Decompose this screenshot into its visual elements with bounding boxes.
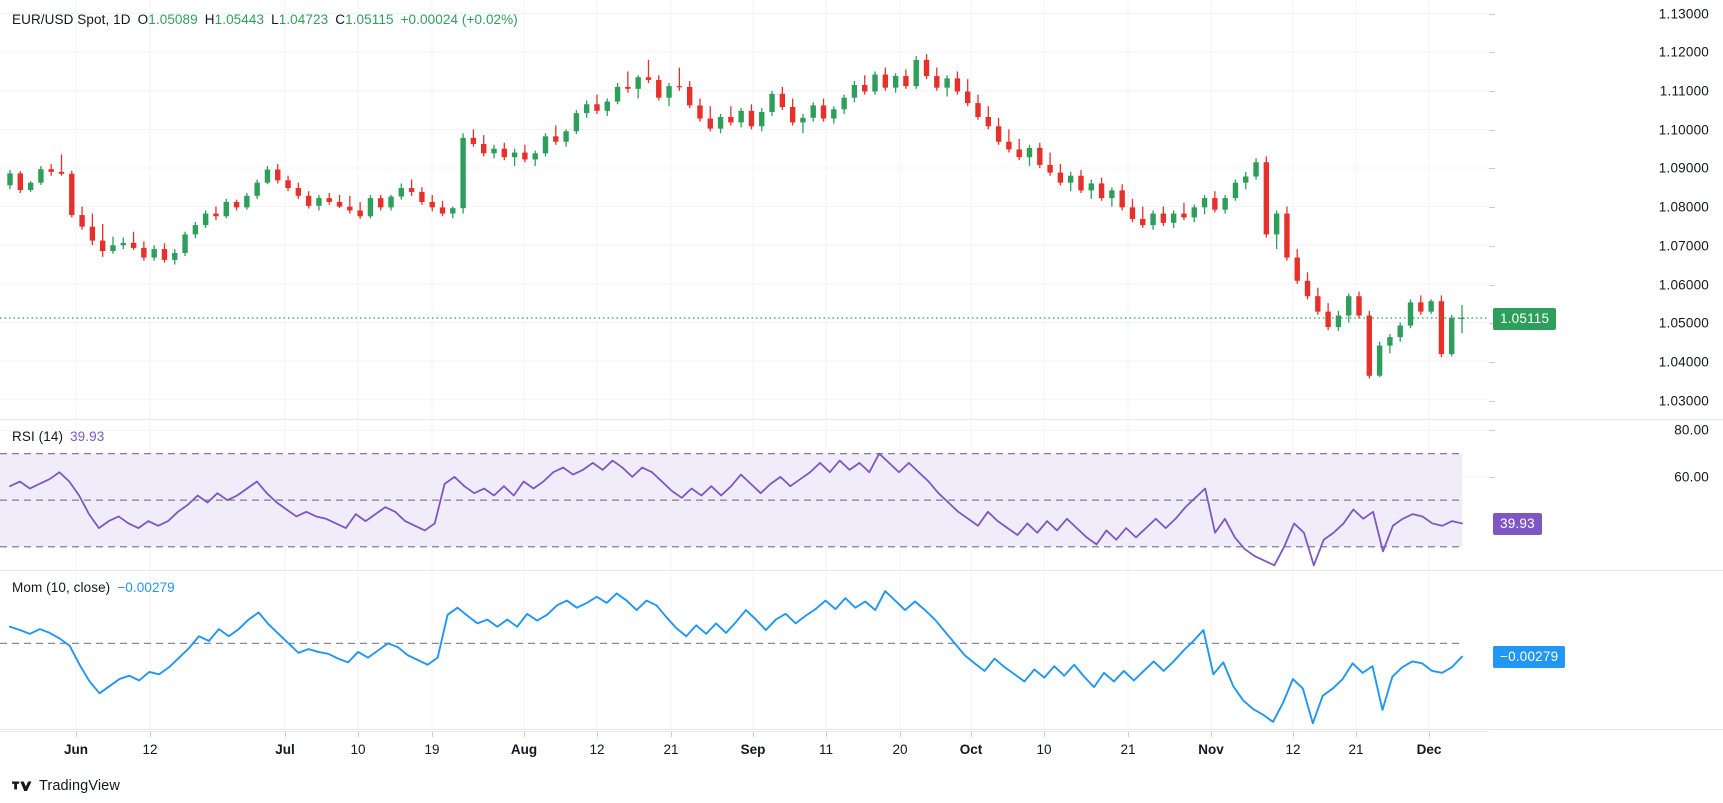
time-axis-label-jul-2: Jul xyxy=(275,742,295,757)
time-axis-label-12-1: 12 xyxy=(142,742,158,757)
axis-tick xyxy=(1489,400,1495,402)
time-axis-tick xyxy=(900,732,901,737)
rsi-pane[interactable]: RSI (14) 39.93 xyxy=(0,421,1489,571)
rsi-value: 39.93 xyxy=(70,429,105,444)
close-value: 1.05115 xyxy=(345,12,394,27)
rsi-legend: RSI (14) 39.93 xyxy=(12,429,104,445)
price-axis-tick-1-07000: 1.07000 xyxy=(1658,238,1709,254)
momentum-value: −0.00279 xyxy=(117,580,175,595)
tradingview-wordmark: TradingView xyxy=(39,778,120,794)
axis-tick xyxy=(1489,207,1495,209)
time-axis-label-jun-0: Jun xyxy=(63,742,89,757)
momentum-plot xyxy=(0,572,1463,729)
open-key: O xyxy=(137,12,149,27)
axis-tick xyxy=(1489,323,1495,325)
rsi-value-badge[interactable]: 39.93 xyxy=(1493,513,1542,536)
time-axis[interactable]: Jun 12 Jul 10 19 Aug 12 21 Sep 11 20 Oct 10 21 Nov 12 21… xyxy=(0,731,1489,769)
axis-tick xyxy=(1489,52,1495,54)
momentum-label: Mom (10, close) xyxy=(12,580,111,595)
time-axis-label-21-16: 21 xyxy=(1348,742,1364,757)
axis-tick xyxy=(1489,90,1495,92)
momentum-axis[interactable]: −0.00279 xyxy=(1489,572,1723,730)
time-axis-label-dec-17: Dec xyxy=(1416,742,1442,757)
price-axis-tick-1-06000: 1.06000 xyxy=(1658,277,1709,293)
rsi-plot xyxy=(0,421,1489,570)
momentum-pane[interactable]: Mom (10, close) −0.00279 xyxy=(0,572,1489,730)
time-axis-tick xyxy=(826,732,827,737)
low-value: 1.04723 xyxy=(278,12,329,27)
price-candlestick-plot xyxy=(0,0,1489,419)
price-axis-tick-1-05000: 1.05000 xyxy=(1658,315,1709,331)
time-axis-tick xyxy=(1211,732,1212,737)
close-key: C xyxy=(335,12,346,27)
time-axis-label-19-4: 19 xyxy=(424,742,440,757)
rsi-axis[interactable]: 80.00 60.00 39.93 xyxy=(1489,421,1723,571)
high-key: H xyxy=(204,12,215,27)
rsi-axis-tick-60-00: 60.00 xyxy=(1674,469,1709,485)
time-axis-tick xyxy=(753,732,754,737)
axis-tick xyxy=(1489,13,1495,15)
axis-tick xyxy=(1489,129,1495,131)
price-axis-tick-1-10000: 1.10000 xyxy=(1658,122,1709,138)
chart-symbol-title: EUR/USD Spot, 1D xyxy=(12,12,131,27)
time-axis-label-12-6: 12 xyxy=(589,742,605,757)
time-axis-label-10-3: 10 xyxy=(350,742,366,757)
time-axis-tick xyxy=(1429,732,1430,737)
time-axis-label-oct-11: Oct xyxy=(959,742,983,757)
axis-tick xyxy=(1489,284,1495,286)
rsi-axis-tick-80-00: 80.00 xyxy=(1674,422,1709,438)
time-axis-label-21-13: 21 xyxy=(1120,742,1136,757)
time-axis-tick xyxy=(1293,732,1294,737)
price-axis-tick-1-09000: 1.09000 xyxy=(1658,160,1709,176)
current-price-badge[interactable]: 1.05115 xyxy=(1493,307,1557,330)
time-axis-tick xyxy=(432,732,433,737)
time-axis-tick xyxy=(1128,732,1129,737)
high-value: 1.05443 xyxy=(214,12,265,27)
time-axis-tick xyxy=(285,732,286,737)
time-axis-tick xyxy=(358,732,359,737)
price-change: +0.00024 (+0.02%) xyxy=(400,12,518,27)
time-axis-label-21-7: 21 xyxy=(663,742,679,757)
price-pane[interactable]: EUR/USD Spot, 1D O1.05089 H1.05443 L1.04723… xyxy=(0,0,1489,420)
momentum-value-badge[interactable]: −0.00279 xyxy=(1493,646,1566,669)
axis-tick xyxy=(1489,477,1495,479)
low-key: L xyxy=(271,12,279,27)
rsi-label: RSI (14) xyxy=(12,429,64,444)
momentum-legend: Mom (10, close) −0.00279 xyxy=(12,580,175,596)
tradingview-logo-icon xyxy=(12,781,32,791)
footer-branding: TradingView xyxy=(0,769,1723,803)
price-axis-tick-1-11000: 1.11000 xyxy=(1659,83,1709,99)
time-axis-tick xyxy=(597,732,598,737)
time-axis-label-nov-14: Nov xyxy=(1198,742,1224,757)
price-axis-tick-1-04000: 1.04000 xyxy=(1658,354,1709,370)
time-axis-tick xyxy=(1044,732,1045,737)
axis-tick xyxy=(1489,361,1495,363)
time-axis-label-12-15: 12 xyxy=(1285,742,1301,757)
axis-tick xyxy=(1489,245,1495,247)
price-axis-tick-1-08000: 1.08000 xyxy=(1658,199,1709,215)
time-axis-tick xyxy=(671,732,672,737)
time-axis-tick xyxy=(150,732,151,737)
price-axis-tick-1-03000: 1.03000 xyxy=(1658,393,1709,409)
price-axis[interactable]: 1.13000 1.12000 1.11000 1.10000 1.09000 1.080… xyxy=(1489,0,1723,420)
time-axis-tick xyxy=(524,732,525,737)
open-value: 1.05089 xyxy=(148,12,198,27)
price-axis-tick-1-13000: 1.13000 xyxy=(1658,6,1709,22)
time-axis-label-11-9: 11 xyxy=(818,742,834,757)
time-axis-tick xyxy=(1356,732,1357,737)
price-legend: EUR/USD Spot, 1D O1.05089 H1.05443 L1.04723… xyxy=(12,12,518,28)
time-axis-label-10-12: 10 xyxy=(1036,742,1052,757)
time-axis-label-aug-5: Aug xyxy=(510,742,538,757)
time-axis-label-20-10: 20 xyxy=(892,742,908,757)
time-axis-tick xyxy=(76,732,77,737)
axis-tick xyxy=(1489,168,1495,170)
axis-tick xyxy=(1489,430,1495,432)
time-axis-tick xyxy=(971,732,972,737)
time-axis-label-sep-8: Sep xyxy=(740,742,766,757)
price-axis-tick-1-12000: 1.12000 xyxy=(1658,44,1709,60)
